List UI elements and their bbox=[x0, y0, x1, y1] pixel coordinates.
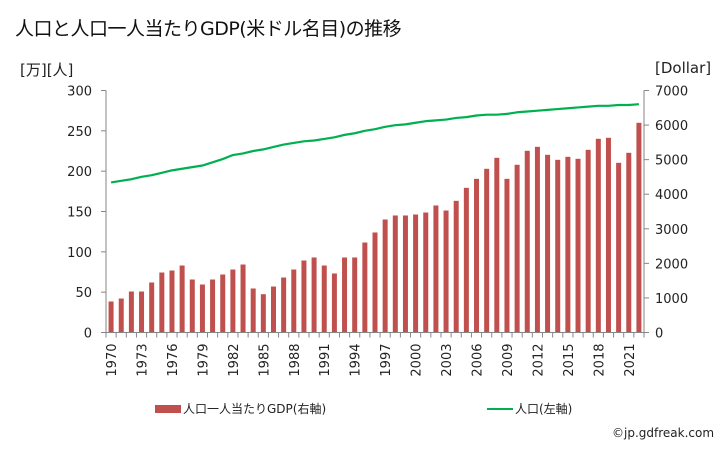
x-tick-label-2003: 2003 bbox=[440, 344, 455, 377]
gdp-bar-1971 bbox=[118, 298, 124, 333]
gdp-bar-1970 bbox=[108, 301, 114, 333]
gdp-bar-1978 bbox=[189, 279, 195, 333]
gdp-bar-1990 bbox=[311, 257, 317, 333]
x-tick-label-2000: 2000 bbox=[410, 344, 425, 377]
x-tick-label-1976: 1976 bbox=[166, 344, 181, 377]
gdp-bar-2013 bbox=[545, 154, 551, 333]
gdp-bar-1992 bbox=[331, 273, 337, 333]
x-tick-label-1973: 1973 bbox=[136, 344, 151, 377]
gdp-bar-1996 bbox=[372, 232, 378, 333]
gdp-bar-1994 bbox=[352, 257, 358, 333]
x-tick-label-1982: 1982 bbox=[227, 344, 242, 377]
gdp-bar-2014 bbox=[555, 159, 561, 333]
right-tick-label-3000: 3000 bbox=[655, 223, 688, 238]
gdp-bar-2002 bbox=[433, 205, 439, 333]
gdp-bar-2003 bbox=[443, 210, 449, 333]
gdp-bar-2008 bbox=[494, 157, 500, 333]
gdp-bar-1982 bbox=[230, 269, 236, 333]
x-tick-label-1988: 1988 bbox=[288, 344, 303, 377]
right-tick-label-2000: 2000 bbox=[655, 257, 688, 272]
gdp-bar-1988 bbox=[291, 269, 297, 333]
gdp-bar-1995 bbox=[362, 242, 368, 333]
gdp-bar-2019 bbox=[605, 137, 611, 333]
legend-label-population: 人口(左軸) bbox=[515, 401, 572, 416]
gdp-bar-2015 bbox=[565, 156, 571, 333]
left-tick-label-300: 300 bbox=[67, 85, 92, 100]
gdp-bar-series bbox=[108, 122, 642, 333]
right-tick-label-4000: 4000 bbox=[655, 188, 688, 203]
population-line-series bbox=[110, 103, 640, 184]
gdp-bar-1983 bbox=[240, 264, 246, 333]
x-tick-label-1985: 1985 bbox=[257, 344, 272, 377]
right-axis-unit-label: [Dollar] bbox=[655, 59, 712, 77]
left-tick-label-250: 250 bbox=[67, 125, 92, 140]
axes: 0501001502002503000100020003000400050006… bbox=[67, 85, 688, 377]
gdp-bar-2012 bbox=[534, 146, 540, 333]
gdp-bar-1977 bbox=[179, 265, 185, 333]
gdp-bar-1987 bbox=[281, 277, 287, 333]
left-tick-label-50: 50 bbox=[75, 286, 92, 301]
gdp-bar-2022 bbox=[636, 122, 642, 333]
right-tick-label-1000: 1000 bbox=[655, 292, 688, 307]
gdp-bar-1976 bbox=[169, 270, 175, 333]
left-axis-unit-label: [万][人] bbox=[20, 61, 74, 79]
gdp-bar-1973 bbox=[139, 291, 145, 333]
gdp-bar-1984 bbox=[250, 288, 256, 333]
right-tick-label-6000: 6000 bbox=[655, 119, 688, 134]
gdp-bar-2010 bbox=[514, 164, 520, 333]
gdp-bar-2009 bbox=[504, 178, 510, 333]
gdp-bar-1980 bbox=[210, 279, 216, 333]
right-tick-label-5000: 5000 bbox=[655, 154, 688, 169]
right-tick-label-0: 0 bbox=[655, 327, 663, 342]
gdp-bar-1999 bbox=[402, 215, 408, 333]
left-tick-label-200: 200 bbox=[67, 165, 92, 180]
left-tick-label-150: 150 bbox=[67, 206, 92, 221]
gdp-bar-1985 bbox=[260, 294, 266, 333]
gdp-bar-2001 bbox=[423, 212, 429, 333]
left-tick-label-100: 100 bbox=[67, 246, 92, 261]
legend-label-gdp: 人口一人当たりGDP(右軸) bbox=[183, 401, 326, 416]
gdp-bar-1998 bbox=[392, 215, 398, 333]
gdp-bar-1979 bbox=[199, 284, 205, 333]
gdp-bar-1986 bbox=[270, 286, 276, 333]
copyright-text: ©jp.gdfreak.com bbox=[612, 426, 715, 440]
gdp-bar-2007 bbox=[484, 168, 490, 333]
gdp-bar-1981 bbox=[220, 274, 226, 333]
gdp-bar-2006 bbox=[474, 178, 480, 333]
gdp-bar-2011 bbox=[524, 150, 530, 333]
gdp-bar-2004 bbox=[453, 200, 459, 333]
right-tick-label-7000: 7000 bbox=[655, 85, 688, 100]
x-tick-label-2018: 2018 bbox=[592, 344, 607, 377]
legend: 人口一人当たりGDP(右軸) 人口(左軸) bbox=[155, 401, 572, 416]
gdp-bar-1991 bbox=[321, 265, 327, 333]
gdp-bar-2000 bbox=[413, 214, 419, 333]
population-line bbox=[110, 103, 640, 184]
gdp-bar-1972 bbox=[128, 291, 134, 333]
x-tick-label-2006: 2006 bbox=[471, 344, 486, 377]
x-tick-label-1991: 1991 bbox=[318, 344, 333, 377]
x-tick-label-1979: 1979 bbox=[196, 344, 211, 377]
gdp-bar-2020 bbox=[616, 162, 622, 333]
legend-swatch-gdp bbox=[155, 405, 181, 413]
x-tick-label-2021: 2021 bbox=[623, 344, 638, 377]
gdp-bar-1989 bbox=[301, 260, 307, 333]
gdp-bar-2021 bbox=[626, 152, 632, 333]
left-tick-label-0: 0 bbox=[84, 327, 92, 342]
gdp-bar-2016 bbox=[575, 158, 581, 333]
x-tick-label-1994: 1994 bbox=[349, 344, 364, 377]
gdp-bar-2018 bbox=[595, 138, 601, 333]
gdp-bar-2005 bbox=[463, 187, 469, 333]
x-tick-label-2009: 2009 bbox=[501, 344, 516, 377]
gdp-bar-1974 bbox=[149, 282, 155, 333]
x-tick-label-1997: 1997 bbox=[379, 344, 394, 377]
gdp-bar-1993 bbox=[342, 257, 348, 333]
gdp-bar-2017 bbox=[585, 149, 591, 333]
x-tick-label-2015: 2015 bbox=[562, 344, 577, 377]
gdp-bar-1975 bbox=[159, 272, 165, 333]
chart-title: 人口と人口一人当たりGDP(米ドル名目)の推移 bbox=[15, 18, 402, 40]
gdp-bar-1997 bbox=[382, 219, 388, 333]
x-tick-label-2012: 2012 bbox=[531, 344, 546, 377]
x-tick-label-1970: 1970 bbox=[105, 344, 120, 377]
